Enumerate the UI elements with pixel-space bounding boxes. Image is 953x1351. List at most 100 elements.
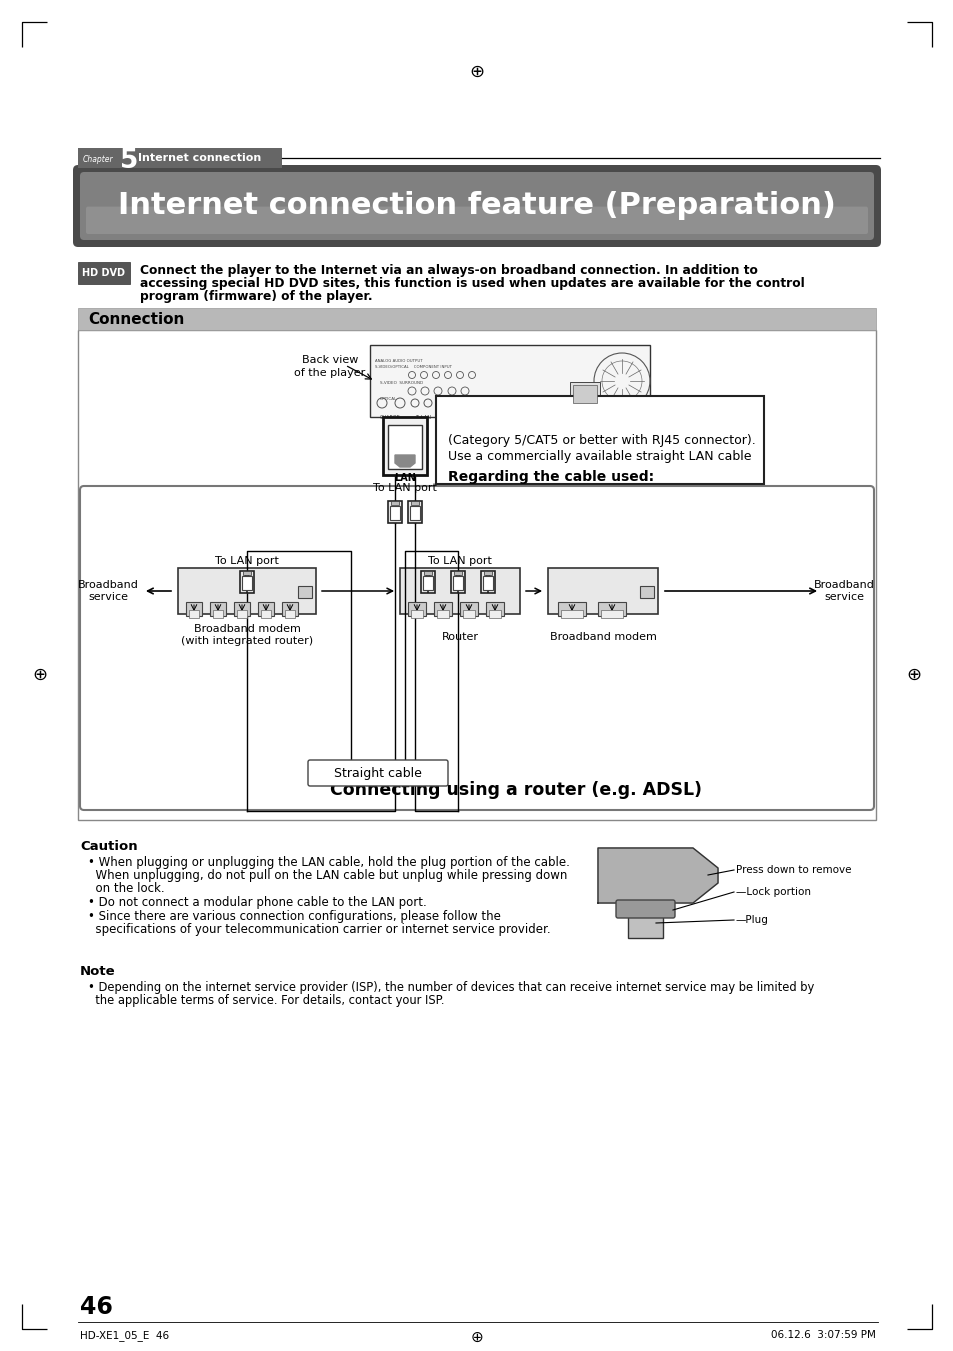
Polygon shape	[395, 455, 415, 467]
Text: ⊕: ⊕	[470, 1329, 483, 1346]
FancyBboxPatch shape	[411, 611, 422, 617]
FancyBboxPatch shape	[408, 501, 421, 523]
Text: ⊕: ⊕	[469, 63, 484, 81]
FancyBboxPatch shape	[243, 571, 251, 576]
FancyBboxPatch shape	[236, 611, 247, 617]
Text: Internet connection: Internet connection	[138, 153, 261, 163]
FancyBboxPatch shape	[558, 603, 585, 616]
FancyBboxPatch shape	[242, 576, 252, 590]
Text: the applicable terms of service. For details, contact your ISP.: the applicable terms of service. For det…	[88, 994, 444, 1006]
Text: OPTICAL: OPTICAL	[379, 397, 397, 401]
Text: Regarding the cable used:: Regarding the cable used:	[448, 470, 654, 484]
Text: on the lock.: on the lock.	[88, 882, 165, 894]
FancyBboxPatch shape	[382, 417, 427, 476]
FancyBboxPatch shape	[459, 603, 477, 616]
FancyBboxPatch shape	[297, 586, 312, 598]
Text: • When plugging or unplugging the LAN cable, hold the plug portion of the cable.: • When plugging or unplugging the LAN ca…	[88, 857, 569, 869]
Text: Broadband modem
(with integrated router): Broadband modem (with integrated router)	[181, 624, 313, 646]
FancyBboxPatch shape	[483, 571, 492, 576]
Text: Connecting using a router (e.g. ADSL): Connecting using a router (e.g. ADSL)	[330, 781, 701, 798]
FancyBboxPatch shape	[78, 149, 282, 168]
FancyBboxPatch shape	[240, 571, 253, 593]
Text: T  LAN: T LAN	[415, 415, 431, 420]
FancyBboxPatch shape	[282, 603, 297, 616]
FancyBboxPatch shape	[462, 611, 475, 617]
Text: • Do not connect a modular phone cable to the LAN port.: • Do not connect a modular phone cable t…	[88, 896, 426, 909]
FancyBboxPatch shape	[616, 900, 675, 917]
Text: Broadband modem: Broadband modem	[549, 632, 656, 642]
FancyBboxPatch shape	[178, 567, 315, 613]
Text: HDMI: HDMI	[535, 415, 548, 420]
FancyBboxPatch shape	[261, 611, 271, 617]
Text: Connection: Connection	[88, 312, 184, 327]
Text: Caution: Caution	[80, 840, 137, 852]
FancyBboxPatch shape	[627, 902, 662, 938]
FancyBboxPatch shape	[436, 611, 449, 617]
FancyBboxPatch shape	[453, 576, 462, 590]
Text: Chapter: Chapter	[83, 154, 113, 163]
Text: To LAN port: To LAN port	[214, 557, 278, 566]
Text: Broadband
service: Broadband service	[77, 580, 138, 603]
Text: • Since there are various connection configurations, please follow the: • Since there are various connection con…	[88, 911, 500, 923]
Text: Router: Router	[441, 632, 478, 642]
FancyBboxPatch shape	[485, 603, 503, 616]
Text: 5: 5	[120, 149, 138, 174]
FancyBboxPatch shape	[399, 567, 519, 613]
FancyBboxPatch shape	[480, 571, 495, 593]
FancyBboxPatch shape	[569, 382, 599, 407]
Text: To LAN port: To LAN port	[428, 557, 492, 566]
FancyBboxPatch shape	[78, 330, 875, 820]
Text: specifications of your telecommunication carrier or internet service provider.: specifications of your telecommunication…	[88, 923, 550, 936]
FancyBboxPatch shape	[80, 486, 873, 811]
Text: Broadband
service: Broadband service	[813, 580, 874, 603]
FancyBboxPatch shape	[210, 603, 226, 616]
FancyBboxPatch shape	[547, 567, 658, 613]
FancyBboxPatch shape	[434, 603, 452, 616]
FancyBboxPatch shape	[388, 501, 401, 523]
Text: • Depending on the internet service provider (ISP), the number of devices that c: • Depending on the internet service prov…	[88, 981, 814, 994]
FancyBboxPatch shape	[489, 611, 500, 617]
FancyBboxPatch shape	[388, 426, 421, 469]
FancyBboxPatch shape	[423, 571, 432, 576]
Text: Back view
of the player: Back view of the player	[294, 355, 365, 378]
FancyBboxPatch shape	[600, 611, 622, 617]
FancyBboxPatch shape	[420, 571, 435, 593]
Text: HD-XE1_05_E  46: HD-XE1_05_E 46	[80, 1329, 169, 1342]
Text: Straight cable: Straight cable	[334, 766, 421, 780]
FancyBboxPatch shape	[257, 603, 274, 616]
FancyBboxPatch shape	[233, 603, 250, 616]
FancyBboxPatch shape	[390, 507, 399, 520]
Text: Internet connection feature (Preparation): Internet connection feature (Preparation…	[118, 192, 835, 220]
Text: 06.12.6  3:07:59 PM: 06.12.6 3:07:59 PM	[770, 1329, 875, 1340]
Text: 46: 46	[80, 1296, 112, 1319]
FancyBboxPatch shape	[573, 385, 597, 403]
Text: HD DVD: HD DVD	[82, 267, 126, 278]
Text: LAN: LAN	[394, 473, 416, 484]
FancyBboxPatch shape	[410, 507, 419, 520]
Text: S-VIDEO  SURROUND: S-VIDEO SURROUND	[379, 381, 423, 385]
FancyBboxPatch shape	[422, 576, 433, 590]
FancyBboxPatch shape	[408, 603, 426, 616]
FancyBboxPatch shape	[86, 207, 867, 234]
Text: Connect the player to the Internet via an always-on broadband connection. In add: Connect the player to the Internet via a…	[140, 263, 757, 277]
FancyBboxPatch shape	[639, 586, 654, 598]
Text: (Category 5/CAT5 or better with RJ45 connector).: (Category 5/CAT5 or better with RJ45 con…	[448, 434, 755, 447]
FancyBboxPatch shape	[451, 571, 464, 593]
FancyBboxPatch shape	[78, 262, 130, 284]
FancyBboxPatch shape	[80, 172, 873, 240]
Text: TV COMPONENT: TV COMPONENT	[455, 415, 494, 420]
Text: When unplugging, do not pull on the LAN cable but unplug while pressing down: When unplugging, do not pull on the LAN …	[88, 869, 567, 882]
Text: ⊕: ⊕	[905, 666, 921, 684]
FancyBboxPatch shape	[189, 611, 199, 617]
Text: accessing special HD DVD sites, this function is used when updates are available: accessing special HD DVD sites, this fun…	[140, 277, 804, 290]
Text: Use a commercially available straight LAN cable: Use a commercially available straight LA…	[448, 450, 751, 463]
FancyBboxPatch shape	[370, 345, 649, 417]
FancyBboxPatch shape	[213, 611, 223, 617]
FancyBboxPatch shape	[482, 576, 493, 590]
Text: —Plug: —Plug	[735, 915, 768, 925]
FancyBboxPatch shape	[454, 571, 461, 576]
FancyBboxPatch shape	[436, 396, 763, 484]
Text: Note: Note	[80, 965, 115, 978]
FancyBboxPatch shape	[186, 603, 202, 616]
Text: Press down to remove: Press down to remove	[735, 865, 851, 875]
